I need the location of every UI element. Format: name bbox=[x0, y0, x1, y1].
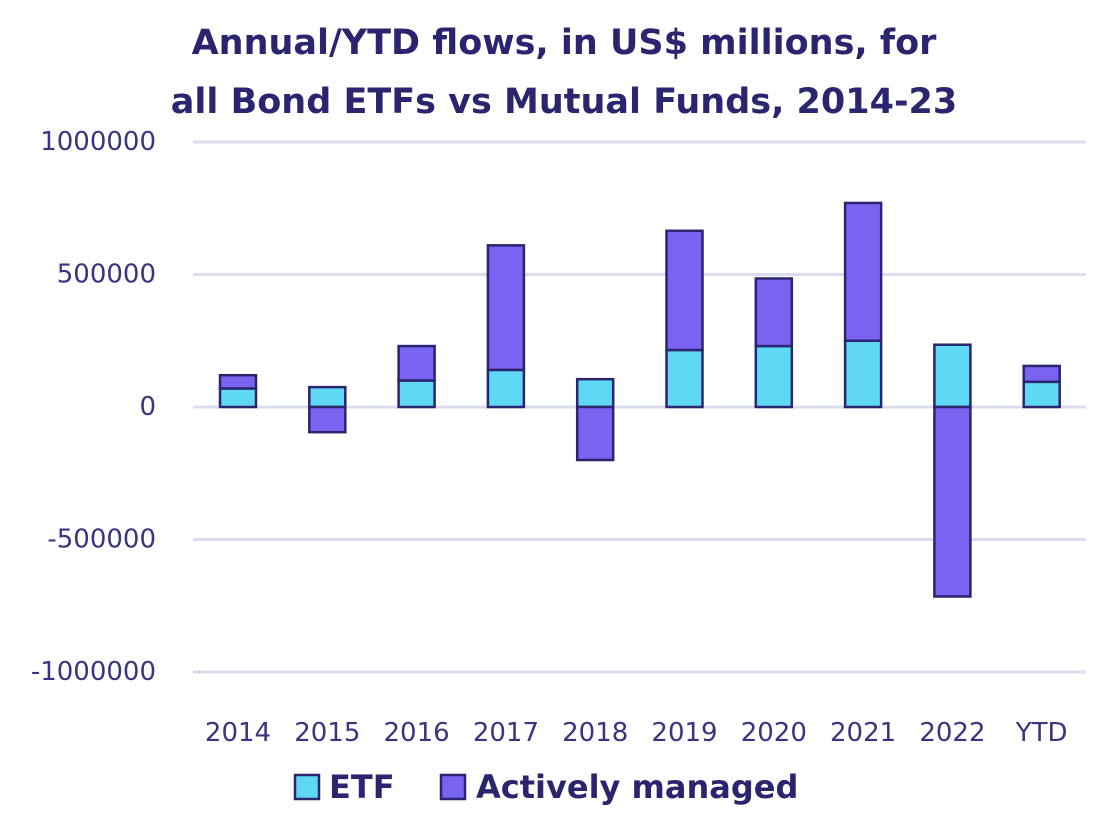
x-tick-label: 2019 bbox=[651, 718, 717, 748]
bar-actively-managed bbox=[575, 405, 615, 462]
y-tick-label: -500000 bbox=[47, 525, 156, 555]
x-axis-tick-labels: 2014 2015 2016 2017 2018 2019 2020 2021 2022 YTD bbox=[205, 718, 1068, 748]
x-tick-label: 2021 bbox=[830, 718, 896, 748]
x-tick-label: 2016 bbox=[384, 718, 450, 748]
bar-etf bbox=[843, 339, 883, 409]
bar-etf bbox=[933, 343, 972, 409]
legend-swatch bbox=[439, 773, 467, 801]
bar-actively-managed bbox=[933, 405, 972, 598]
y-tick-label: 1000000 bbox=[40, 127, 156, 157]
y-tick-label: 500000 bbox=[57, 260, 156, 290]
chart-title-line-1: Annual/YTD flows, in US$ millions, for bbox=[191, 23, 937, 63]
bars bbox=[218, 201, 1061, 598]
x-tick-label: 2018 bbox=[562, 718, 628, 748]
bar-actively-managed bbox=[308, 405, 347, 434]
legend-swatch bbox=[293, 773, 321, 801]
bar-etf bbox=[397, 379, 436, 409]
bar-etf bbox=[218, 387, 258, 409]
x-tick-label: 2022 bbox=[919, 718, 985, 748]
y-tick-label: 0 bbox=[139, 392, 156, 422]
x-tick-label: 2020 bbox=[741, 718, 807, 748]
chart-title: Annual/YTD flows, in US$ millions, for a… bbox=[0, 14, 1100, 132]
bar-etf bbox=[754, 344, 794, 409]
legend: ETF Actively managed bbox=[293, 768, 798, 806]
bar-etf bbox=[575, 377, 615, 409]
y-axis-tick-labels: 1000000 500000 0 -500000 -1000000 bbox=[31, 127, 156, 687]
bar-actively-managed bbox=[665, 229, 704, 352]
bar-etf bbox=[665, 348, 704, 409]
x-tick-label: 2015 bbox=[294, 718, 360, 748]
bar-actively-managed bbox=[397, 344, 436, 382]
bar-etf bbox=[1022, 380, 1061, 409]
y-tick-label: -1000000 bbox=[31, 657, 156, 687]
x-tick-label: 2017 bbox=[473, 718, 539, 748]
bar-actively-managed bbox=[486, 244, 526, 372]
bar-actively-managed bbox=[1022, 364, 1061, 384]
bar-actively-managed bbox=[754, 277, 794, 348]
x-tick-label: YTD bbox=[1015, 718, 1068, 748]
legend-label: ETF bbox=[329, 768, 395, 806]
bar-etf bbox=[486, 368, 526, 409]
bar-etf bbox=[308, 385, 347, 409]
x-tick-label: 2014 bbox=[205, 718, 271, 748]
bar-actively-managed bbox=[218, 373, 258, 390]
bar-actively-managed bbox=[843, 201, 883, 342]
legend-label: Actively managed bbox=[476, 768, 798, 806]
chart-title-line-2: all Bond ETFs vs Mutual Funds, 2014-23 bbox=[170, 82, 958, 122]
